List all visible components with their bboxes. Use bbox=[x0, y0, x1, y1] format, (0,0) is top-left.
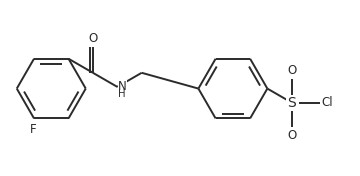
Text: F: F bbox=[30, 123, 36, 136]
Text: O: O bbox=[287, 129, 296, 142]
Text: O: O bbox=[88, 32, 98, 45]
Text: N: N bbox=[118, 80, 127, 93]
Text: H: H bbox=[118, 89, 125, 99]
Text: S: S bbox=[287, 96, 296, 110]
Text: Cl: Cl bbox=[321, 96, 333, 109]
Text: O: O bbox=[287, 64, 296, 77]
